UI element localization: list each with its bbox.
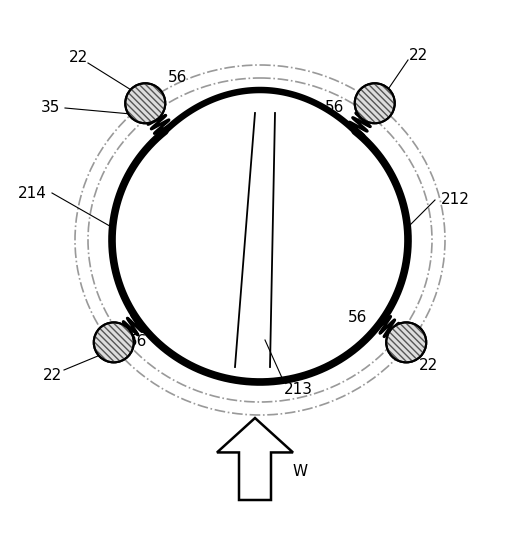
- Polygon shape: [217, 418, 293, 500]
- Text: 22: 22: [42, 368, 62, 382]
- Text: 56: 56: [128, 334, 148, 350]
- Text: 56: 56: [348, 311, 368, 325]
- Text: 22: 22: [419, 357, 438, 372]
- Circle shape: [355, 83, 395, 123]
- Circle shape: [386, 323, 426, 362]
- Text: 214: 214: [18, 186, 46, 200]
- Text: 212: 212: [440, 193, 470, 207]
- Circle shape: [125, 83, 165, 123]
- Text: 56: 56: [326, 100, 345, 116]
- Text: W: W: [292, 464, 307, 479]
- Text: 22: 22: [68, 50, 88, 66]
- Text: 22: 22: [408, 47, 427, 62]
- Text: 35: 35: [41, 100, 60, 116]
- Text: 213: 213: [283, 382, 313, 397]
- Text: 56: 56: [168, 70, 188, 85]
- Circle shape: [94, 323, 134, 362]
